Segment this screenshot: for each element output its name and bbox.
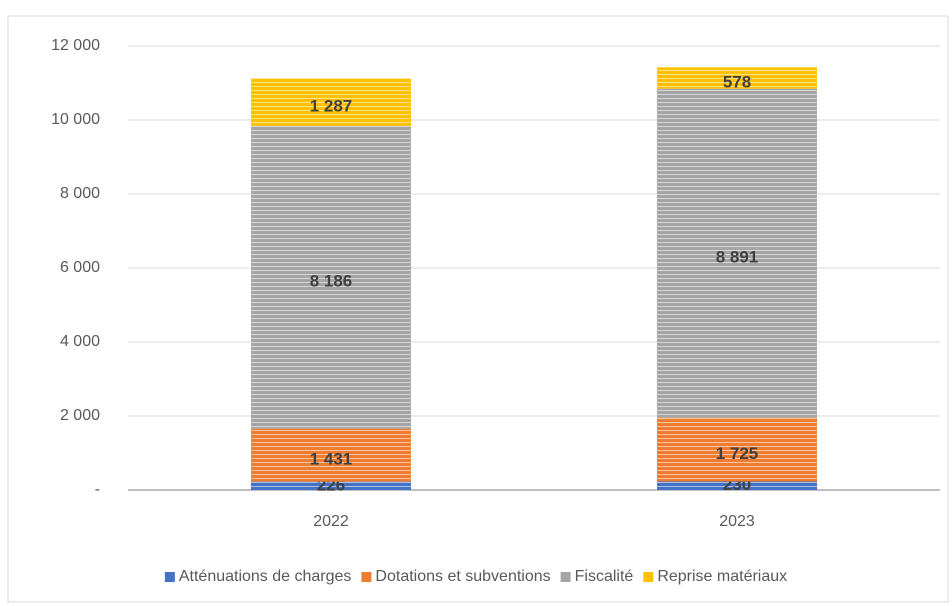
bar-segment <box>251 78 411 126</box>
y-tick-label: 6 000 <box>60 259 100 276</box>
bar-segment <box>251 125 411 429</box>
legend-swatch <box>164 572 175 582</box>
legend-label: Dotations et subventions <box>375 568 550 585</box>
bar-segment <box>657 67 817 89</box>
y-tick-label: 12 000 <box>51 37 100 54</box>
y-tick-label: - <box>95 481 100 498</box>
legend-label: Atténuations de charges <box>179 568 352 585</box>
y-tick-label: 4 000 <box>60 333 100 350</box>
legend-label: Fiscalité <box>575 568 634 585</box>
bar-segment <box>251 428 411 482</box>
data-label: 1 431 <box>310 450 353 469</box>
bar-segment <box>657 481 817 490</box>
y-tick-label: 2 000 <box>60 407 100 424</box>
legend-swatch <box>560 572 571 582</box>
data-label: 1 725 <box>716 444 759 463</box>
y-tick-label: 8 000 <box>60 185 100 202</box>
bar-segment <box>657 88 817 418</box>
legend-label: Reprise matériaux <box>657 568 787 585</box>
legend: Atténuations de charges Dotations et subv… <box>164 568 787 585</box>
data-label: 8 891 <box>716 248 759 267</box>
x-tick-label: 2022 <box>313 513 349 530</box>
data-label: 8 186 <box>310 272 353 291</box>
data-label: 1 287 <box>310 96 353 115</box>
bar-segment <box>251 481 411 490</box>
y-tick-label: 10 000 <box>51 111 100 128</box>
bar-segment <box>657 417 817 482</box>
x-tick-label: 2023 <box>719 513 755 530</box>
legend-swatch <box>361 572 372 582</box>
data-label: 578 <box>723 72 751 91</box>
legend-swatch <box>643 572 654 582</box>
